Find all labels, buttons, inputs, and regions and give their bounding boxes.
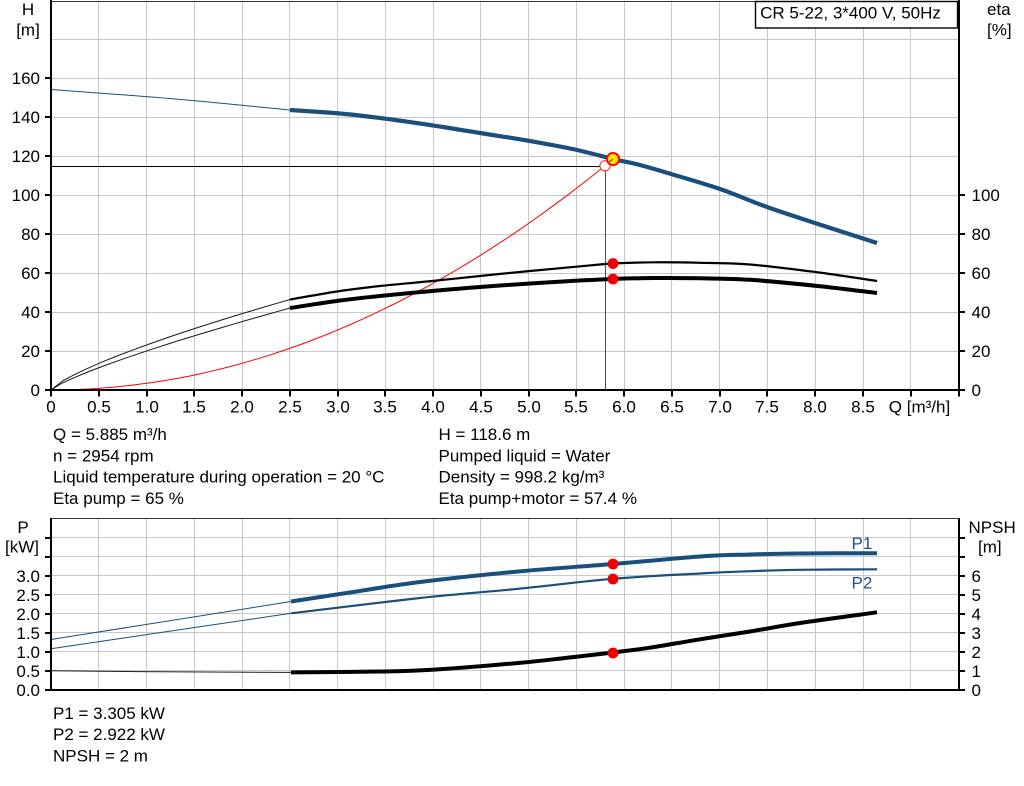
svg-text:n = 2954 rpm: n = 2954 rpm	[53, 446, 154, 465]
svg-text:Density = 998.2 kg/m³: Density = 998.2 kg/m³	[439, 468, 605, 487]
svg-text:[%]: [%]	[987, 21, 1012, 40]
svg-text:6.0: 6.0	[612, 398, 636, 417]
svg-text:1.0: 1.0	[135, 398, 159, 417]
svg-text:4: 4	[972, 605, 981, 624]
svg-text:Pumped liquid = Water: Pumped liquid = Water	[439, 446, 611, 465]
svg-text:[kW]: [kW]	[5, 538, 39, 557]
svg-text:Eta pump = 65 %: Eta pump = 65 %	[53, 489, 184, 508]
svg-text:5: 5	[972, 586, 981, 605]
svg-text:2.0: 2.0	[230, 398, 254, 417]
svg-text:40: 40	[21, 303, 40, 322]
svg-text:P2 = 2.922 kW: P2 = 2.922 kW	[53, 725, 165, 744]
svg-text:60: 60	[21, 264, 40, 283]
svg-text:P1 = 3.305 kW: P1 = 3.305 kW	[53, 704, 165, 723]
svg-text:1: 1	[972, 662, 981, 681]
svg-text:40: 40	[972, 303, 991, 322]
svg-text:3.5: 3.5	[373, 398, 397, 417]
svg-text:[m]: [m]	[978, 538, 1002, 557]
svg-text:0: 0	[46, 398, 55, 417]
svg-text:80: 80	[972, 225, 991, 244]
svg-text:2.5: 2.5	[16, 586, 40, 605]
svg-text:CR 5-22, 3*400 V, 50Hz: CR 5-22, 3*400 V, 50Hz	[760, 3, 941, 22]
svg-text:20: 20	[972, 342, 991, 361]
svg-text:2.5: 2.5	[278, 398, 302, 417]
svg-text:5.5: 5.5	[564, 398, 588, 417]
svg-text:P2: P2	[852, 573, 873, 592]
svg-text:8.0: 8.0	[803, 398, 827, 417]
svg-text:80: 80	[21, 225, 40, 244]
svg-text:2.0: 2.0	[16, 605, 40, 624]
svg-text:140: 140	[12, 108, 40, 127]
svg-text:4.5: 4.5	[469, 398, 493, 417]
svg-text:120: 120	[12, 147, 40, 166]
svg-text:NPSH: NPSH	[969, 518, 1016, 537]
svg-text:0: 0	[972, 381, 981, 400]
svg-text:160: 160	[12, 69, 40, 88]
svg-text:8.5: 8.5	[851, 398, 875, 417]
svg-text:60: 60	[972, 264, 991, 283]
svg-text:P1: P1	[852, 534, 873, 553]
svg-text:eta: eta	[987, 0, 1011, 19]
svg-text:100: 100	[12, 186, 40, 205]
svg-text:Liquid temperature during oper: Liquid temperature during operation = 20…	[53, 468, 384, 487]
svg-text:3.0: 3.0	[16, 567, 40, 586]
svg-text:H: H	[22, 0, 34, 19]
svg-text:0.0: 0.0	[16, 681, 40, 700]
svg-text:Eta pump+motor = 57.4 %: Eta pump+motor = 57.4 %	[439, 489, 637, 508]
svg-text:0: 0	[972, 681, 981, 700]
svg-text:1.0: 1.0	[16, 643, 40, 662]
svg-text:0.5: 0.5	[16, 662, 40, 681]
svg-text:[m]: [m]	[16, 21, 40, 40]
svg-text:100: 100	[972, 186, 1000, 205]
svg-text:6: 6	[972, 567, 981, 586]
svg-text:3: 3	[972, 624, 981, 643]
svg-text:H = 118.6 m: H = 118.6 m	[439, 425, 531, 444]
svg-text:1.5: 1.5	[16, 624, 40, 643]
svg-text:3.0: 3.0	[326, 398, 350, 417]
svg-text:2: 2	[972, 643, 981, 662]
svg-text:5.0: 5.0	[517, 398, 541, 417]
svg-text:1.5: 1.5	[182, 398, 206, 417]
svg-text:4.0: 4.0	[421, 398, 445, 417]
svg-text:0: 0	[31, 381, 40, 400]
svg-text:Q [m³/h]: Q [m³/h]	[889, 398, 950, 417]
svg-text:P: P	[17, 518, 28, 537]
svg-text:7.0: 7.0	[708, 398, 732, 417]
svg-text:6.5: 6.5	[660, 398, 684, 417]
svg-text:0.5: 0.5	[87, 398, 111, 417]
svg-text:NPSH = 2 m: NPSH = 2 m	[53, 746, 148, 765]
svg-text:20: 20	[21, 342, 40, 361]
svg-text:Q = 5.885 m³/h: Q = 5.885 m³/h	[53, 425, 167, 444]
svg-text:7.5: 7.5	[755, 398, 779, 417]
